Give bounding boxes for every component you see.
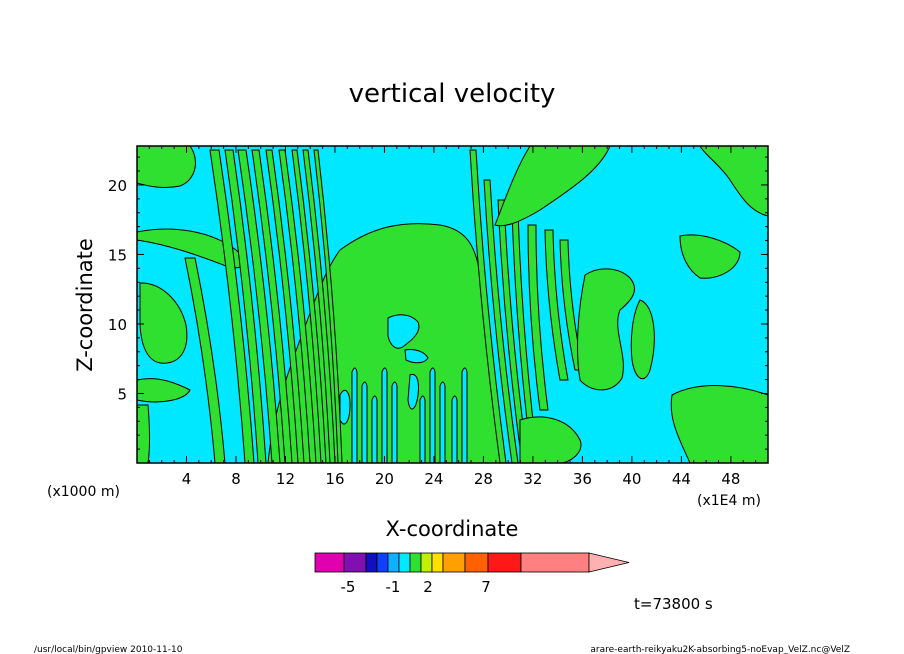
- contour-stripe: [302, 149, 336, 463]
- y-tick-label: 10: [108, 316, 127, 334]
- x-axis: 4 8 12 16 20 24 28 32 36 40 44 48: [148, 146, 757, 488]
- contour-stripe: [209, 149, 255, 463]
- contour-stripe: [184, 257, 226, 463]
- x-tick-label: 48: [721, 470, 740, 488]
- colorbar-segment: [520, 552, 590, 573]
- footer-right: arare-earth-reikyaku2K-absorbing5-noEvap…: [590, 645, 850, 654]
- colorbar-segment: [376, 552, 389, 573]
- contour-region: [137, 404, 150, 463]
- colorbar-segment: [314, 552, 345, 573]
- y-tick-label: 15: [108, 246, 127, 264]
- colorbar-segment: [420, 552, 433, 573]
- x-tick-label: 16: [325, 470, 344, 488]
- footer-left: /usr/local/bin/gpview 2010-11-10: [34, 645, 183, 654]
- contour-stripe: [251, 149, 293, 463]
- colorbar-tick-labels: -5 -1 2 7: [341, 578, 491, 596]
- contour-stripe: [544, 229, 569, 381]
- plot-frame: [136, 145, 769, 464]
- contour-pocket: [404, 349, 429, 364]
- x-tick-label: 36: [573, 470, 592, 488]
- contour-pocket: [387, 314, 420, 349]
- x-tick-label: 32: [523, 470, 542, 488]
- x-tick-label: 44: [672, 470, 691, 488]
- colorbar: [314, 552, 630, 573]
- x-tick-label: 12: [276, 470, 295, 488]
- x-tick-label: 4: [182, 470, 192, 488]
- contour-stripe: [237, 149, 281, 463]
- colorbar-tick-label: -1: [386, 578, 401, 596]
- colorbar-segment: [487, 552, 522, 573]
- x-tick-label: 40: [622, 470, 641, 488]
- y-unit-note: (x1000 m): [47, 484, 120, 500]
- y-axis: 5 10 15 20: [108, 156, 768, 450]
- x-tick-label: 20: [375, 470, 394, 488]
- contour-pocket: [439, 381, 446, 463]
- x-tick-label: 8: [231, 470, 241, 488]
- x-tick-label: 28: [474, 470, 493, 488]
- contour-pocket: [371, 395, 378, 463]
- colorbar-arrow: [588, 552, 630, 573]
- colorbar-segment: [343, 552, 367, 573]
- contour-region: [670, 385, 768, 463]
- colorbar-segment: [431, 552, 444, 573]
- colorbar-segment: [409, 552, 422, 573]
- contour-pocket: [429, 367, 436, 463]
- y-axis-label: Z-coordinate: [73, 238, 97, 372]
- contour-fill-layer: [137, 146, 768, 463]
- contour-stripe: [291, 149, 327, 463]
- contour-stripe: [224, 149, 267, 463]
- x-axis-label: X-coordinate: [386, 517, 519, 541]
- contour-stripe: [278, 149, 317, 463]
- colorbar-tick-label: -5: [341, 578, 356, 596]
- contour-stripe: [313, 149, 343, 463]
- contour-pocket: [381, 367, 388, 463]
- time-label: t=73800 s: [634, 595, 713, 613]
- colorbar-segment: [387, 552, 400, 573]
- colorbar-tick-label: 2: [423, 578, 433, 596]
- colorbar-segment: [398, 552, 411, 573]
- x-unit-note: (x1E4 m): [697, 493, 761, 509]
- colorbar-segment: [365, 552, 378, 573]
- contour-region: [577, 268, 635, 391]
- colorbar-segment: [464, 552, 489, 573]
- contour-stripe: [265, 149, 305, 463]
- contour-stripe: [483, 179, 519, 463]
- contour-pocket: [451, 395, 458, 463]
- contour-stripe: [511, 209, 539, 463]
- contour-pocket: [461, 367, 468, 463]
- contour-stripe: [497, 199, 529, 463]
- contour-region: [630, 299, 655, 380]
- contour-pocket: [339, 389, 351, 425]
- contour-region: [679, 234, 741, 279]
- colorbar-tick-label: 7: [481, 578, 491, 596]
- x-tick-label: 24: [424, 470, 443, 488]
- contour-stripe: [527, 224, 549, 411]
- y-tick-label: 20: [108, 177, 127, 195]
- colorbar-segment: [442, 552, 466, 573]
- contour-stripe: [469, 149, 507, 463]
- y-tick-label: 5: [117, 385, 127, 403]
- contour-region: [139, 282, 188, 364]
- contour-pocket: [391, 381, 398, 463]
- contour-region: [494, 146, 611, 227]
- contour-pocket: [407, 373, 419, 410]
- chart-title: vertical velocity: [349, 79, 556, 109]
- contour-pocket: [419, 395, 426, 463]
- contour-region: [699, 146, 768, 217]
- contour-region: [137, 378, 191, 403]
- contour-pocket: [361, 381, 368, 463]
- contour-pocket: [351, 367, 358, 463]
